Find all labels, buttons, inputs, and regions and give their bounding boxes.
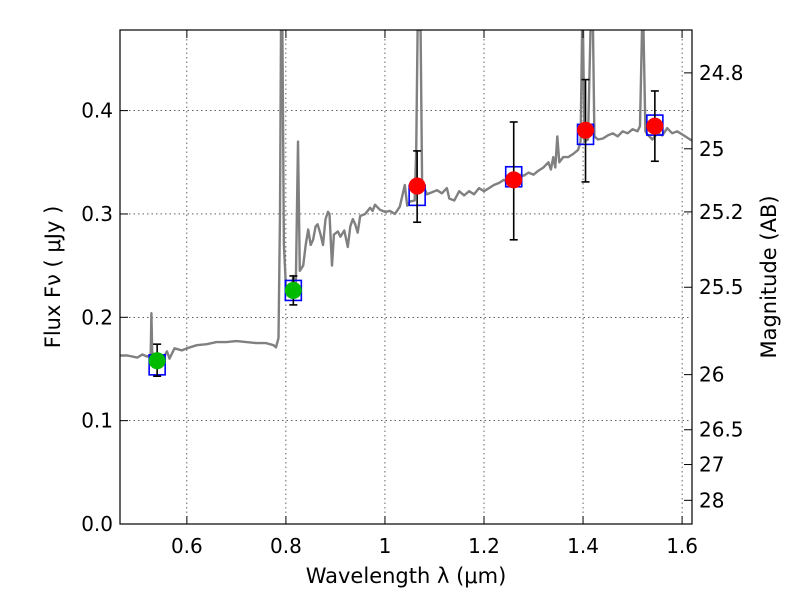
y-axis-title: Flux Fν ( μJy ) xyxy=(41,206,65,349)
x-tick-label: 0.8 xyxy=(270,534,302,558)
x-tick-label: 1.4 xyxy=(567,534,599,558)
x-axis-title: Wavelength λ (μm) xyxy=(306,564,507,588)
spectrum-line xyxy=(120,30,692,360)
y2-tick-label: 27 xyxy=(699,453,724,477)
data-point xyxy=(577,121,595,139)
y2-tick-label: 26 xyxy=(699,363,724,387)
x-tick-label: 1 xyxy=(379,534,392,558)
x-tick-label: 1.6 xyxy=(666,534,698,558)
y2-tick-label: 28 xyxy=(699,488,724,512)
x-tick-label: 0.6 xyxy=(171,534,203,558)
y2-tick-label: 25 xyxy=(699,137,724,161)
y-tick-label: 0.2 xyxy=(81,305,113,329)
plot-area xyxy=(120,30,692,378)
data-point xyxy=(646,117,664,135)
data-point xyxy=(505,171,523,189)
y2-axis-title: Magnitude (AB) xyxy=(757,195,781,358)
data-point xyxy=(148,352,166,370)
y-tick-label: 0.3 xyxy=(81,202,113,226)
data-point xyxy=(408,177,426,195)
grid-lines xyxy=(120,30,692,524)
y2-tick-label: 24.8 xyxy=(699,61,744,85)
y2-tick-label: 26.5 xyxy=(699,418,744,442)
axis-ticks: 0.6 0.8 1 1.2 1.4 1.6 0.0 0.1 0.2 0.3 0.4 24.8 25 25.… xyxy=(81,30,744,558)
y-tick-label: 0.1 xyxy=(81,409,113,433)
data-point xyxy=(284,281,302,299)
y2-tick-label: 25.5 xyxy=(699,275,744,299)
plot-frame xyxy=(119,29,693,525)
y2-tick-label: 25.2 xyxy=(699,200,744,224)
y-tick-label: 0.4 xyxy=(81,99,113,123)
x-tick-label: 1.2 xyxy=(468,534,500,558)
y-tick-label: 0.0 xyxy=(81,512,113,536)
